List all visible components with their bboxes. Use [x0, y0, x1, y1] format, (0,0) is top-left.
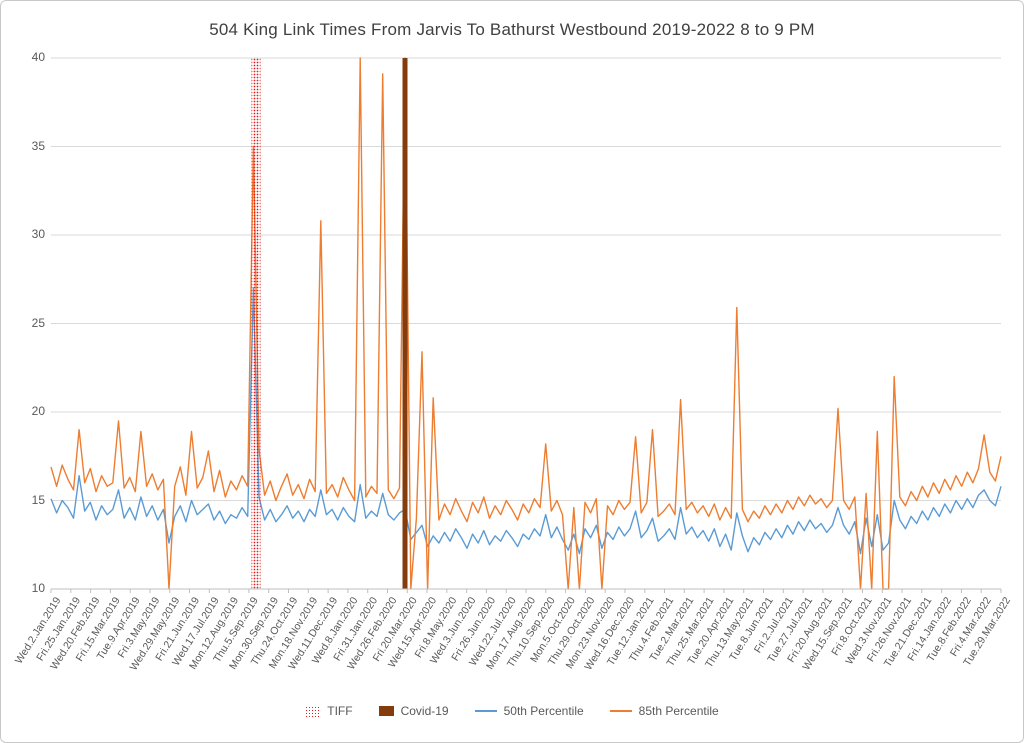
legend-label: 50th Percentile [503, 704, 584, 718]
legend-swatch-covid-19 [378, 706, 394, 716]
legend: TIFF Covid-19 50th Percentile 85th Percenti… [1, 704, 1023, 718]
series-line-50th-percentile [50, 287, 1002, 555]
legend-item-85th-percentile: 85th Percentile [609, 704, 719, 718]
legend-item-covid-19: Covid-19 [378, 704, 449, 718]
series-lines [50, 57, 1002, 590]
legend-label: Covid-19 [400, 704, 449, 718]
series-line-85th-percentile [50, 57, 1002, 590]
legend-item-tiff: TIFF [305, 704, 353, 718]
event-markers [251, 58, 408, 589]
chart-title: 504 King Link Times From Jarvis To Bathu… [209, 20, 815, 39]
tiff-band [251, 58, 261, 589]
x-axis-ticks [50, 588, 1002, 593]
legend-swatch-50th-percentile [474, 709, 497, 713]
covid-line [402, 58, 408, 589]
legend-swatch-85th-percentile [609, 709, 632, 713]
legend-swatch-tiff [305, 705, 321, 717]
legend-label: 85th Percentile [638, 704, 719, 718]
legend-item-50th-percentile: 50th Percentile [474, 704, 584, 718]
legend-label: TIFF [327, 704, 353, 718]
